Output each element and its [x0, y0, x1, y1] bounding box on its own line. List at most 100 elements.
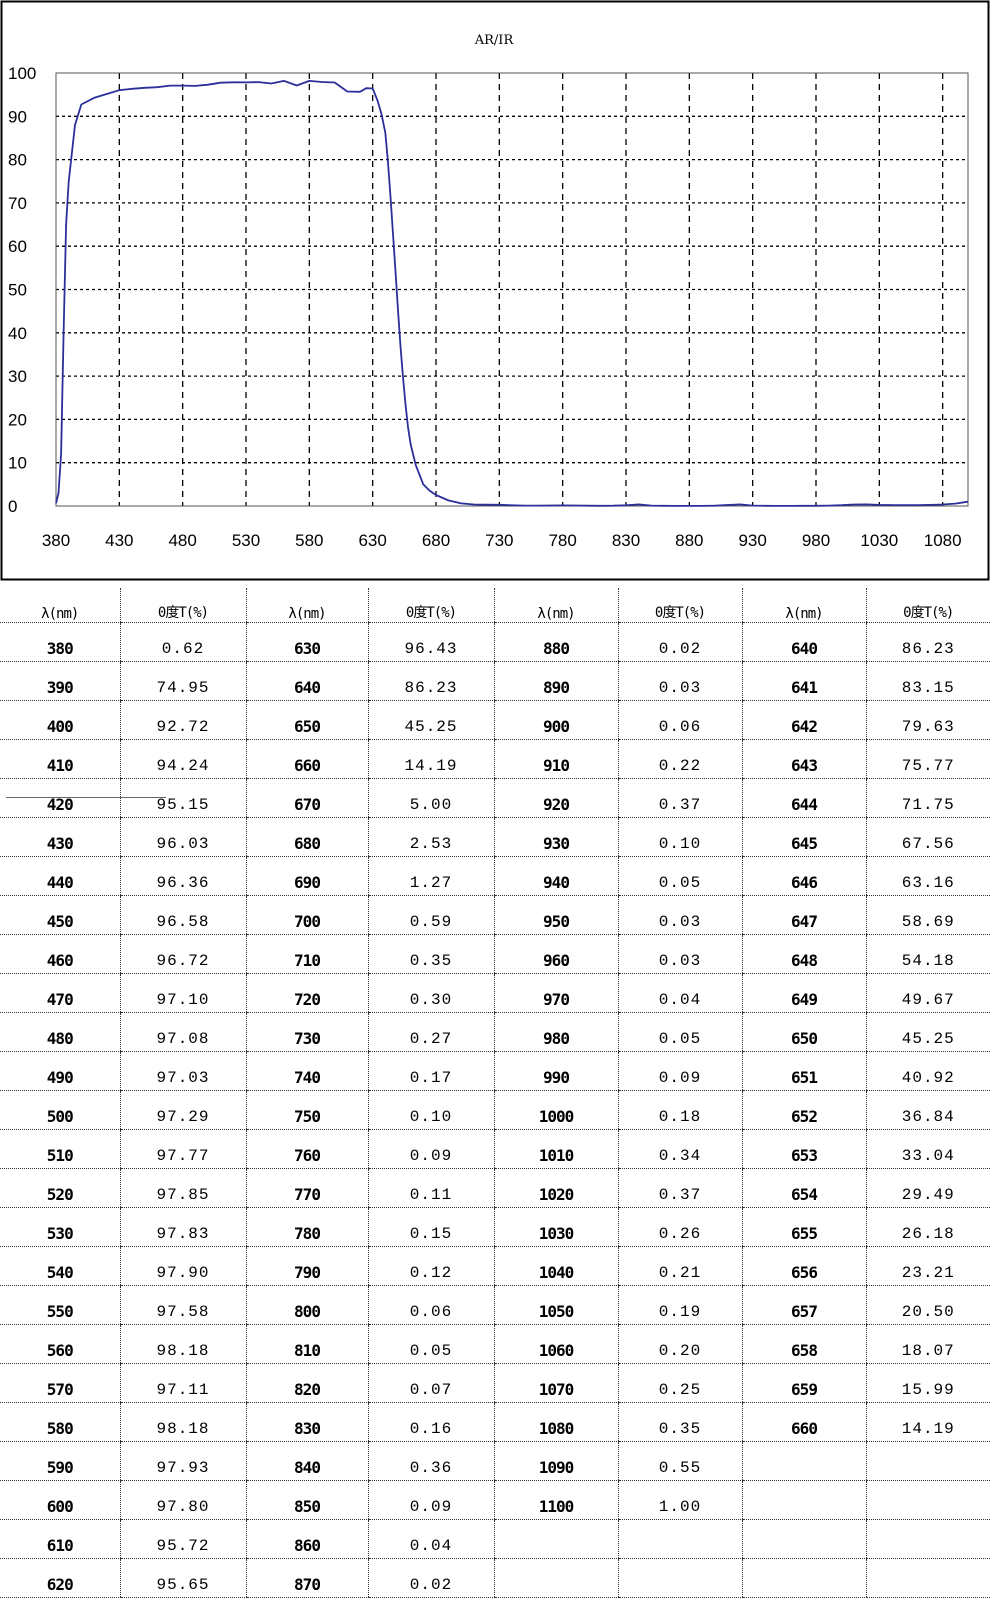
- transmission-cell: 97.93: [119, 1441, 246, 1481]
- transmission-cell: 0.22: [617, 739, 742, 779]
- wavelength-cell: 770: [245, 1168, 368, 1208]
- wavelength-cell: 1000: [493, 1090, 618, 1130]
- wavelength-cell: 641: [741, 661, 866, 701]
- wavelength-cell: 540: [0, 1246, 120, 1286]
- transmission-cell: 0.35: [367, 934, 494, 974]
- wavelength-cell: 470: [0, 973, 120, 1013]
- transmission-cell: 83.15: [865, 661, 990, 701]
- table-row: 440 96.36 690 1.27 940 0.05 646 63.16: [0, 856, 990, 896]
- wavelength-cell: 790: [245, 1246, 368, 1286]
- table-row: 560 98.18 810 0.05 1060 0.20 658 18.07: [0, 1324, 990, 1364]
- wavelength-cell: 420: [0, 778, 120, 818]
- wavelength-cell: 800: [245, 1285, 368, 1325]
- table-header-row: λ(nm) 0度T(%) λ(nm) 0度T(%) λ(nm) 0度T(%) λ(nm) 0度…: [0, 588, 990, 623]
- table-row: 450 96.58 700 0.59 950 0.03 647 58.69: [0, 895, 990, 935]
- wavelength-cell: 590: [0, 1441, 120, 1481]
- transmission-cell: 0.10: [367, 1090, 494, 1130]
- wavelength-cell: 690: [245, 856, 368, 896]
- data-table-container: λ(nm) 0度T(%) λ(nm) 0度T(%) λ(nm) 0度T(%) λ(nm) 0度…: [0, 588, 990, 1598]
- transmission-cell: 14.19: [865, 1402, 990, 1442]
- x-tick-label: 1030: [860, 531, 898, 550]
- wavelength-cell: 440: [0, 856, 120, 896]
- wavelength-cell: 410: [0, 739, 120, 779]
- table-row: 480 97.08 730 0.27 980 0.05 650 45.25: [0, 1012, 990, 1052]
- y-axis-ticks: 0 10 20 30 40 50 60 70 80 90 100: [8, 64, 36, 516]
- transmission-cell: 96.72: [119, 934, 246, 974]
- transmission-cell: [617, 1558, 742, 1598]
- wavelength-cell: 620: [0, 1558, 120, 1598]
- wavelength-cell: 651: [741, 1051, 866, 1091]
- x-tick-label: 830: [612, 531, 640, 550]
- x-axis-ticks: 380 430 480 530 580 630 680 730 780 830 880 930 980 1…: [42, 531, 962, 550]
- table-row: 610 95.72 860 0.04: [0, 1519, 990, 1559]
- stray-underline: [6, 797, 166, 798]
- column-header-transmission: 0度T(%): [367, 588, 494, 623]
- wavelength-cell: 760: [245, 1129, 368, 1169]
- transmission-cell: 94.24: [119, 739, 246, 779]
- transmission-cell: 86.23: [367, 661, 494, 701]
- wavelength-cell: 570: [0, 1363, 120, 1403]
- transmission-cell: 0.10: [617, 817, 742, 857]
- transmission-cell: 75.77: [865, 739, 990, 779]
- x-tick-label: 980: [802, 531, 830, 550]
- transmission-cell: [617, 1519, 742, 1559]
- wavelength-cell: 550: [0, 1285, 120, 1325]
- transmission-cell: 0.06: [617, 700, 742, 740]
- transmission-cell: 67.56: [865, 817, 990, 857]
- transmission-cell: 0.12: [367, 1246, 494, 1286]
- wavelength-cell: 530: [0, 1207, 120, 1247]
- transmission-cell: 40.92: [865, 1051, 990, 1091]
- wavelength-cell: [741, 1558, 866, 1598]
- transmission-cell: 96.43: [367, 622, 494, 662]
- wavelength-cell: [741, 1519, 866, 1559]
- wavelength-cell: 644: [741, 778, 866, 818]
- wavelength-cell: 1100: [493, 1480, 618, 1520]
- chart-border: [0, 0, 990, 581]
- y-tick-label: 50: [8, 281, 27, 300]
- transmission-cell: 20.50: [865, 1285, 990, 1325]
- wavelength-cell: 647: [741, 895, 866, 935]
- table-row: 410 94.24 660 14.19 910 0.22 643 75.77: [0, 739, 990, 779]
- transmission-cell: 0.16: [367, 1402, 494, 1442]
- transmission-cell: 45.25: [367, 700, 494, 740]
- transmission-cell: 96.58: [119, 895, 246, 935]
- x-tick-label: 630: [358, 531, 386, 550]
- transmission-cell: 0.06: [367, 1285, 494, 1325]
- column-header-wavelength: λ(nm): [741, 588, 866, 623]
- transmission-chart: AR/IR 0 10 20 30 40 50 60 70 80 90 100 380 430 480 53…: [0, 0, 990, 582]
- transmission-cell: 0.11: [367, 1168, 494, 1208]
- transmission-cell: 92.72: [119, 700, 246, 740]
- y-tick-label: 80: [8, 151, 27, 170]
- transmission-cell: 96.36: [119, 856, 246, 896]
- transmission-cell: 97.85: [119, 1168, 246, 1208]
- table-row: 380 0.62 630 96.43 880 0.02 640 86.23: [0, 622, 990, 662]
- transmission-cell: 0.27: [367, 1012, 494, 1052]
- wavelength-cell: 650: [245, 700, 368, 740]
- transmission-cell: 96.03: [119, 817, 246, 857]
- wavelength-cell: 400: [0, 700, 120, 740]
- wavelength-cell: 680: [245, 817, 368, 857]
- wavelength-cell: 658: [741, 1324, 866, 1364]
- transmission-cell: 97.03: [119, 1051, 246, 1091]
- transmission-cell: 1.00: [617, 1480, 742, 1520]
- wavelength-cell: 810: [245, 1324, 368, 1364]
- wavelength-cell: 380: [0, 622, 120, 662]
- transmission-cell: 54.18: [865, 934, 990, 974]
- y-tick-label: 100: [8, 64, 36, 83]
- wavelength-cell: 650: [741, 1012, 866, 1052]
- wavelength-cell: 1080: [493, 1402, 618, 1442]
- wavelength-cell: [493, 1558, 618, 1598]
- wavelength-cell: 900: [493, 700, 618, 740]
- wavelength-cell: 1090: [493, 1441, 618, 1481]
- transmission-cell: 0.03: [617, 895, 742, 935]
- transmission-cell: 86.23: [865, 622, 990, 662]
- wavelength-cell: 780: [245, 1207, 368, 1247]
- wavelength-cell: [741, 1480, 866, 1520]
- wavelength-cell: 740: [245, 1051, 368, 1091]
- y-tick-label: 60: [8, 237, 27, 256]
- table-row: 390 74.95 640 86.23 890 0.03 641 83.15: [0, 661, 990, 701]
- transmission-cell: 74.95: [119, 661, 246, 701]
- chart-grid: [56, 73, 968, 506]
- transmission-cell: 95.65: [119, 1558, 246, 1598]
- wavelength-cell: 450: [0, 895, 120, 935]
